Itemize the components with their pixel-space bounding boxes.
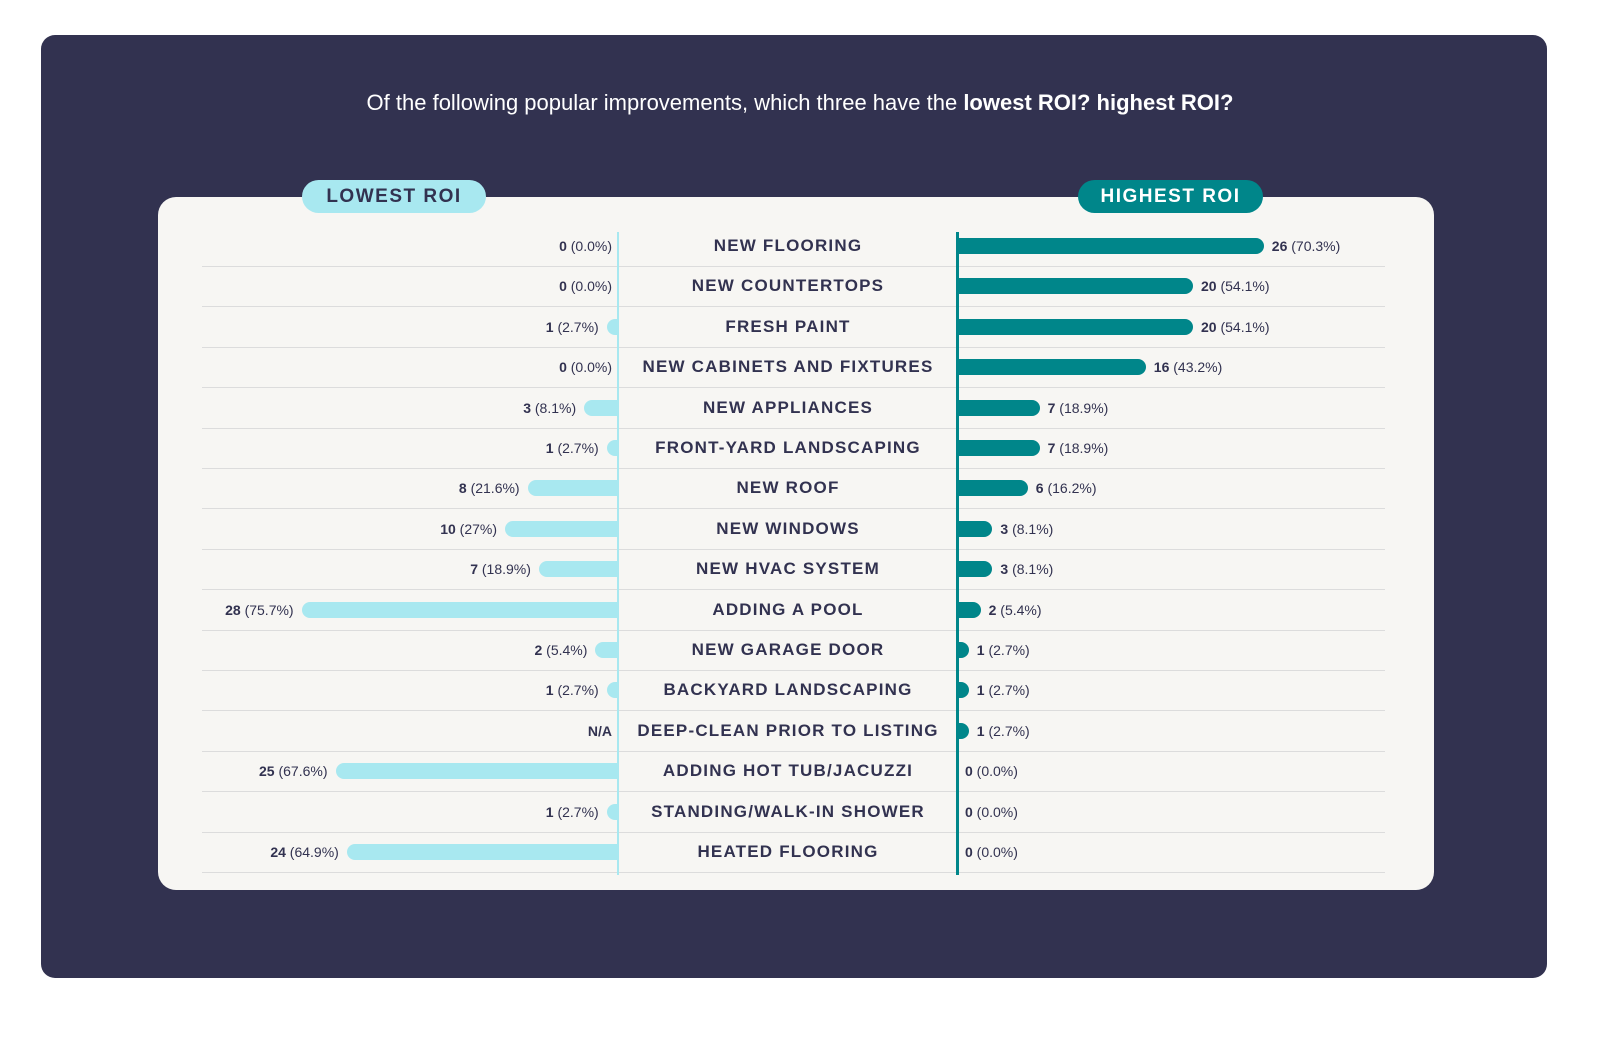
category-label: FRESH PAINT: [725, 316, 851, 336]
axis-highest: [956, 232, 959, 875]
data-label-highest: 1 (2.7%): [976, 682, 1030, 699]
category-label: FRONT-YARD LANDSCAPING: [655, 438, 921, 457]
bar-lowest-roi: [335, 763, 618, 780]
category-label: ADDING A POOL: [712, 599, 864, 619]
table-row: STANDING/WALK-IN SHOWER 1 (2.7%) 0 (0.0%): [202, 792, 1385, 833]
category-label: NEW APPLIANCES: [702, 397, 874, 417]
bar-highest-roi: [957, 440, 1040, 456]
bar-lowest-roi: [584, 399, 618, 416]
bar-lowest-roi: [538, 561, 618, 578]
bar-highest-roi: [957, 520, 993, 537]
bar-lowest-roi: [606, 803, 618, 820]
data-label-highest: 3 (8.1%): [1000, 561, 1054, 578]
data-label-highest: 7 (18.9%): [1047, 440, 1109, 456]
data-label-lowest: 28 (75.7%): [225, 601, 294, 618]
category-label: STANDING/WALK-IN SHOWER: [651, 801, 925, 821]
data-label-highest: 1 (2.7%): [976, 722, 1030, 739]
bar-highest-roi: [957, 682, 969, 699]
bar-lowest-roi: [606, 440, 618, 456]
bar-highest-roi: [957, 399, 1040, 416]
title-bold: lowest ROI? highest ROI?: [963, 90, 1234, 115]
data-label-lowest: 1 (2.7%): [545, 682, 599, 699]
bar-highest-roi: [957, 561, 993, 578]
data-label-lowest: 2 (5.4%): [534, 642, 588, 658]
bar-highest-roi: [957, 601, 981, 618]
data-label-highest: 3 (8.1%): [1000, 520, 1054, 537]
table-row: FRONT-YARD LANDSCAPING 1 (2.7%) 7 (18.9%): [202, 428, 1385, 469]
data-label-highest: 0 (0.0%): [965, 803, 1018, 820]
data-label-highest: 16 (43.2%): [1153, 359, 1223, 376]
table-row: DEEP-CLEAN PRIOR TO LISTING N/A 1 (2.7%): [202, 711, 1385, 752]
data-label-lowest: 10 (27%): [440, 520, 497, 537]
data-label-lowest: 3 (8.1%): [523, 399, 577, 416]
bar-highest-roi: [957, 278, 1193, 295]
category-label: NEW WINDOWS: [716, 518, 860, 538]
bar-highest-roi: [957, 238, 1264, 254]
category-label: NEW CABINETS AND FIXTURES: [642, 357, 934, 377]
data-label-lowest: 1 (2.7%): [545, 318, 599, 335]
table-row: NEW WINDOWS 10 (27%) 3 (8.1%): [202, 509, 1385, 550]
category-label: NEW FLOORING: [713, 236, 863, 255]
category-label: ADDING HOT TUB/JACUZZI: [662, 761, 914, 781]
category-label: NEW GARAGE DOOR: [691, 640, 885, 659]
table-row: HEATED FLOORING 24 (64.9%) 0 (0.0%): [202, 832, 1385, 873]
data-label-highest: 6 (16.2%): [1035, 480, 1097, 497]
bar-highest-roi: [957, 359, 1146, 376]
data-label-lowest: 8 (21.6%): [458, 480, 520, 497]
chart-title: Of the following popular improvements, w…: [0, 90, 1600, 116]
table-row: NEW ROOF 8 (21.6%) 6 (16.2%): [202, 468, 1385, 510]
category-label: BACKYARD LANDSCAPING: [663, 680, 913, 700]
bar-highest-roi: [957, 722, 969, 739]
bar-lowest-roi: [606, 682, 618, 699]
table-row: NEW FLOORING 0 (0.0%) 26 (70.3%): [202, 226, 1385, 267]
data-label-lowest: 1 (2.7%): [545, 803, 599, 820]
data-label-highest: 20 (54.1%): [1201, 318, 1270, 335]
data-label-lowest: 0 (0.0%): [559, 359, 612, 376]
data-label-lowest: 0 (0.0%): [559, 238, 612, 254]
table-row: BACKYARD LANDSCAPING 1 (2.7%) 1 (2.7%): [202, 670, 1385, 712]
axis-lowest: [617, 232, 619, 875]
data-label-highest: 26 (70.3%): [1271, 238, 1341, 254]
table-row: ADDING A POOL 28 (75.7%) 2 (5.4%): [202, 590, 1385, 631]
table-row: FRESH PAINT 1 (2.7%) 20 (54.1%): [202, 307, 1385, 348]
data-label-highest: 20 (54.1%): [1201, 278, 1270, 295]
data-label-lowest: 1 (2.7%): [545, 440, 599, 456]
bar-highest-roi: [957, 318, 1193, 335]
table-row: NEW GARAGE DOOR 2 (5.4%) 1 (2.7%): [202, 630, 1385, 671]
bar-lowest-roi: [505, 520, 618, 537]
data-label-lowest: 7 (18.9%): [470, 561, 531, 578]
bar-lowest-roi: [606, 318, 618, 335]
bar-lowest-roi: [346, 844, 618, 860]
data-label-highest: 7 (18.9%): [1047, 399, 1109, 416]
table-row: NEW HVAC SYSTEM 7 (18.9%) 3 (8.1%): [202, 549, 1385, 591]
table-row: NEW CABINETS AND FIXTURES 0 (0.0%) 16 (43.…: [202, 347, 1385, 389]
data-label-lowest: 24 (64.9%): [270, 844, 339, 860]
data-label-highest: 1 (2.7%): [976, 642, 1030, 658]
table-row: NEW APPLIANCES 3 (8.1%) 7 (18.9%): [202, 388, 1385, 429]
title-text: Of the following popular improvements, w…: [366, 90, 964, 115]
legend-lowest-roi: LOWEST ROI: [302, 180, 486, 213]
data-label-lowest: 0 (0.0%): [559, 278, 612, 295]
data-label-highest: 0 (0.0%): [965, 844, 1018, 860]
legend-highest-roi: HIGHEST ROI: [1078, 180, 1263, 213]
data-label-lowest: N/A: [587, 722, 612, 739]
table-row: NEW COUNTERTOPS 0 (0.0%) 20 (54.1%): [202, 266, 1385, 308]
bar-lowest-roi: [527, 480, 618, 497]
category-label: HEATED FLOORING: [697, 842, 879, 861]
data-label-highest: 0 (0.0%): [965, 763, 1018, 780]
category-label: NEW ROOF: [736, 478, 840, 498]
bar-highest-roi: [957, 480, 1028, 497]
table-row: ADDING HOT TUB/JACUZZI 25 (67.6%) 0 (0.0%): [202, 751, 1385, 793]
data-label-lowest: 25 (67.6%): [259, 763, 328, 780]
data-label-highest: 2 (5.4%): [988, 601, 1042, 618]
bar-lowest-roi: [595, 642, 618, 658]
bar-lowest-roi: [301, 601, 618, 618]
category-label: NEW COUNTERTOPS: [691, 276, 885, 296]
category-label: DEEP-CLEAN PRIOR TO LISTING: [637, 720, 939, 740]
bar-highest-roi: [957, 642, 969, 658]
category-label: NEW HVAC SYSTEM: [696, 559, 880, 579]
